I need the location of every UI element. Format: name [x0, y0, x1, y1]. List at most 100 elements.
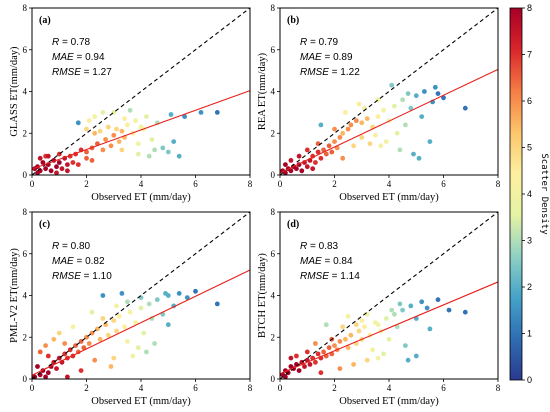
- y-axis-label: PML-V2 ET(mm/day): [9, 248, 20, 343]
- data-point: [51, 336, 57, 342]
- y-tick-label: 4: [23, 87, 28, 97]
- colorbar-tick-label: 2: [527, 282, 532, 292]
- data-point: [403, 343, 408, 348]
- data-point: [114, 303, 119, 309]
- data-point: [296, 153, 302, 159]
- data-point: [43, 343, 48, 348]
- stat-r: R = 0.80: [52, 241, 91, 252]
- data-point: [119, 147, 125, 153]
- data-point: [294, 353, 299, 359]
- data-point: [356, 101, 362, 107]
- data-point: [427, 139, 433, 145]
- data-point: [130, 353, 136, 359]
- fit-line: [279, 68, 499, 174]
- data-point: [356, 328, 362, 334]
- stat-mae: MAE = 0.94: [52, 52, 105, 63]
- data-point: [54, 164, 59, 170]
- data-point: [364, 357, 370, 363]
- data-point: [171, 139, 177, 145]
- data-point: [288, 168, 294, 174]
- data-point: [160, 145, 166, 151]
- data-point: [92, 357, 98, 363]
- stat-mae: MAE = 0.84: [300, 256, 353, 267]
- data-point: [65, 168, 70, 174]
- x-tick-label: 0: [278, 179, 283, 189]
- data-point: [149, 137, 155, 142]
- y-axis-label: GLASS ET(mm/day): [9, 46, 20, 137]
- data-point: [337, 135, 343, 140]
- panel-label: (d): [287, 219, 299, 230]
- data-point: [138, 305, 144, 311]
- data-point: [116, 139, 122, 145]
- data-point: [337, 339, 343, 344]
- data-point: [332, 126, 337, 132]
- data-point: [359, 120, 365, 126]
- scatter-plot-4: 0 2 4 6 8 0 2 4 6 8 Observed ET (mm/day) BTCH ET(mm…: [257, 207, 501, 407]
- data-point: [383, 316, 389, 321]
- data-point: [389, 82, 395, 88]
- data-point: [176, 291, 182, 296]
- data-point: [35, 170, 40, 175]
- data-point: [97, 128, 103, 134]
- stat-r: R = 0.79: [300, 37, 339, 48]
- data-point: [111, 132, 117, 138]
- data-point: [367, 141, 373, 147]
- data-point: [144, 114, 149, 119]
- data-point: [373, 132, 378, 138]
- data-point: [103, 137, 108, 142]
- x-tick-label: 6: [193, 179, 198, 189]
- x-tick-label: 0: [278, 383, 283, 393]
- y-tick-label: 6: [271, 249, 276, 259]
- y-tick-label: 4: [271, 87, 276, 97]
- data-point: [146, 301, 152, 307]
- x-tick-label: 2: [332, 383, 337, 393]
- data-point: [182, 114, 188, 119]
- data-point: [332, 139, 337, 145]
- data-point: [378, 143, 384, 149]
- data-point: [133, 320, 139, 325]
- data-point: [138, 124, 144, 130]
- data-point: [302, 364, 307, 369]
- x-tick-label: 4: [387, 179, 392, 189]
- data-point: [92, 114, 98, 119]
- panel-label: (a): [39, 15, 51, 26]
- data-point: [386, 336, 392, 342]
- data-point: [43, 166, 48, 172]
- data-point: [184, 295, 190, 300]
- data-point: [304, 164, 310, 170]
- data-point: [75, 162, 81, 168]
- data-point: [59, 166, 65, 172]
- x-tick-label: 8: [248, 179, 253, 189]
- data-point: [89, 158, 95, 163]
- data-point: [165, 322, 171, 328]
- data-point: [383, 139, 389, 145]
- data-point: [416, 155, 422, 161]
- y-tick-label: 4: [271, 291, 276, 301]
- data-point: [424, 305, 430, 311]
- data-point: [315, 141, 321, 147]
- data-point: [35, 364, 40, 369]
- data-point: [122, 116, 127, 121]
- data-point: [105, 124, 111, 130]
- scatter-panels: 0 2 4 6 8 0 2 4 6 8 Observed ET (mm/day) GLASS ET(m…: [9, 3, 501, 407]
- fit-line: [279, 281, 499, 375]
- data-point: [343, 110, 348, 115]
- stat-rmse: RMSE = 1.22: [300, 67, 360, 78]
- data-point: [65, 162, 70, 168]
- data-point: [288, 158, 294, 163]
- x-tick-label: 2: [84, 179, 89, 189]
- data-point: [400, 307, 405, 313]
- data-point: [81, 345, 87, 351]
- data-point: [37, 349, 43, 355]
- data-point: [337, 366, 343, 371]
- data-point: [70, 324, 76, 330]
- y-tick-label: 2: [23, 332, 28, 342]
- colorbar-tick-label: 0: [527, 375, 532, 385]
- data-point: [345, 126, 351, 132]
- data-point: [40, 160, 46, 165]
- x-axis-label: Observed ET (mm/day): [91, 192, 191, 203]
- x-tick-label: 8: [248, 383, 253, 393]
- y-tick-label: 8: [23, 207, 28, 217]
- data-point: [163, 291, 168, 296]
- data-point: [43, 374, 48, 379]
